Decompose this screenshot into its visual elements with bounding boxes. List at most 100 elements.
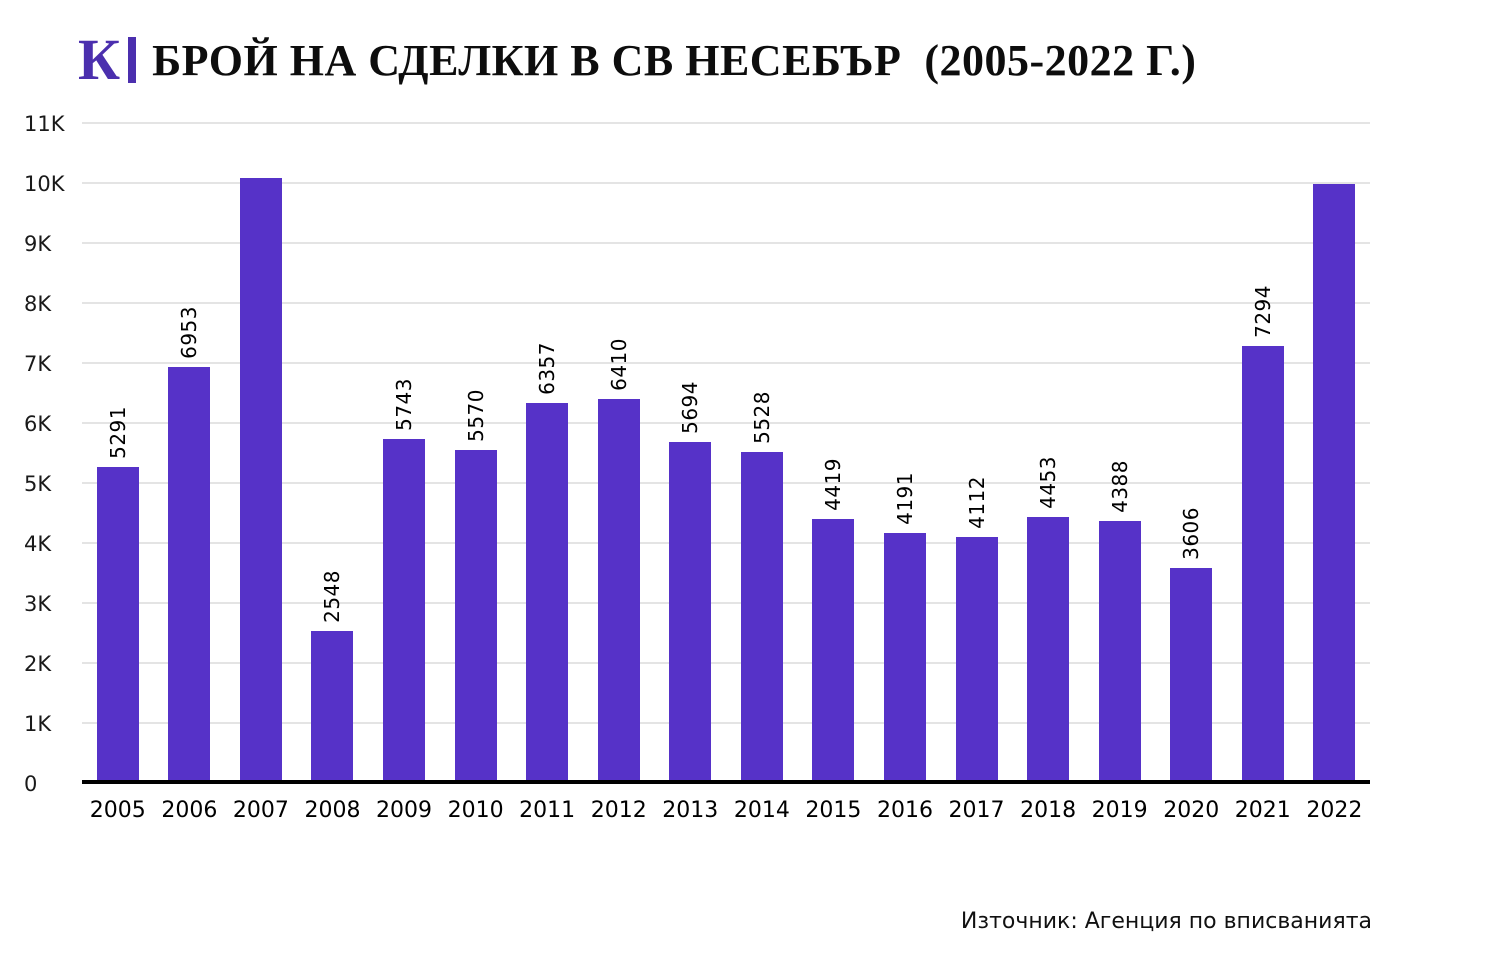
bar-value-label: 2548 xyxy=(320,570,345,623)
bar-value-label: 6953 xyxy=(177,306,202,359)
grid-line xyxy=(82,182,1370,184)
x-axis-label: 2018 xyxy=(1020,798,1077,823)
x-axis-label: 2007 xyxy=(232,798,289,823)
x-axis-label: 2015 xyxy=(805,798,862,823)
bar xyxy=(311,631,354,784)
grid-line xyxy=(82,122,1370,124)
header: К БРОЙ НА СДЕЛКИ В СВ НЕСЕБЪР (2005-2022… xyxy=(0,0,1500,96)
bar-value-label: 3606 xyxy=(1179,507,1204,560)
y-tick-label: 11K xyxy=(24,112,65,136)
x-axis-label: 2016 xyxy=(876,798,933,823)
logo-divider-bar xyxy=(128,37,137,83)
bar-value-label: 6410 xyxy=(606,338,631,391)
x-axis-label: 2005 xyxy=(89,798,146,823)
bar-value-label: 4388 xyxy=(1107,460,1132,513)
y-tick-label: 3K xyxy=(24,592,52,616)
bar xyxy=(1170,568,1213,784)
y-tick-label: 10K xyxy=(24,172,65,196)
bar-column: 5528 xyxy=(726,124,798,784)
x-axis-label: 2013 xyxy=(662,798,719,823)
bar xyxy=(526,403,569,784)
y-tick-label: 7K xyxy=(24,352,52,376)
y-tick-label: 9K xyxy=(24,232,52,256)
grid-line xyxy=(82,302,1370,304)
plot-area: 5291 6953 2548 5743 5570 6357 6410 5694 5528 4419… xyxy=(82,122,1370,784)
bar-value-label: 4419 xyxy=(821,458,846,511)
y-tick-label: 2K xyxy=(24,652,52,676)
y-tick-label: 4K xyxy=(24,532,52,556)
grid-line xyxy=(82,242,1370,244)
bar-value-label: 5528 xyxy=(749,391,774,444)
bar xyxy=(740,452,783,784)
y-tick-label: 1K xyxy=(24,712,52,736)
bar-column: 4419 xyxy=(798,124,870,784)
bar-value-label: 6357 xyxy=(535,342,560,395)
y-tick-label: 5K xyxy=(24,472,52,496)
bar xyxy=(1098,521,1141,784)
x-axis-label: 2020 xyxy=(1163,798,1220,823)
bar-value-label: 4191 xyxy=(892,472,917,525)
source-note: Източник: Агенция по вписванията xyxy=(960,909,1372,934)
x-axis-label: 2021 xyxy=(1234,798,1291,823)
bar-value-label: 5694 xyxy=(678,381,703,434)
bar xyxy=(1027,517,1070,784)
bar xyxy=(597,399,640,784)
grid-line xyxy=(82,422,1370,424)
brand-logo: К xyxy=(78,27,121,92)
bar xyxy=(168,367,211,784)
x-axis-label: 2014 xyxy=(733,798,790,823)
bar xyxy=(812,519,855,784)
bar-column: 5570 xyxy=(440,124,512,784)
y-tick-label: 0 xyxy=(24,772,38,796)
grid-line xyxy=(82,662,1370,664)
bar-column: 5694 xyxy=(655,124,727,784)
x-axis-label: 2006 xyxy=(161,798,218,823)
x-axis-label: 2011 xyxy=(519,798,576,823)
bar xyxy=(454,450,497,784)
bar-column: 4191 xyxy=(869,124,941,784)
bar-column: 6410 xyxy=(583,124,655,784)
grid-line xyxy=(82,602,1370,604)
bar-value-label: 7294 xyxy=(1250,285,1275,338)
grid-line xyxy=(82,542,1370,544)
grid-line xyxy=(82,482,1370,484)
x-axis-line xyxy=(82,780,1370,784)
x-axis-label: 2019 xyxy=(1091,798,1148,823)
grid-line xyxy=(82,362,1370,364)
y-tick-label: 6K xyxy=(24,412,52,436)
bar-column: 3606 xyxy=(1155,124,1227,784)
bar-value-label: 4453 xyxy=(1036,456,1061,509)
bar xyxy=(96,467,139,784)
bar xyxy=(669,442,712,784)
bar xyxy=(383,439,426,784)
bars-layer: 5291 6953 2548 5743 5570 6357 6410 5694 5528 4419… xyxy=(82,124,1370,784)
plot-wrap: 0 1K 2K 3K 4K 5K 6K 7K 8K 9K 10K 11K 5291 6953 2548 57… xyxy=(20,112,1370,796)
bar-column: 4388 xyxy=(1084,124,1156,784)
bar-chart: 0 1K 2K 3K 4K 5K 6K 7K 8K 9K 10K 11K 5291 6953 2548 57… xyxy=(20,112,1370,823)
y-tick-label: 8K xyxy=(24,292,52,316)
bar-value-label: 5570 xyxy=(463,389,488,442)
grid-line xyxy=(82,722,1370,724)
page-title: БРОЙ НА СДЕЛКИ В СВ НЕСЕБЪР (2005-2022 Г… xyxy=(152,35,1197,85)
bar-value-label: 5291 xyxy=(105,406,130,459)
y-axis: 0 1K 2K 3K 4K 5K 6K 7K 8K 9K 10K 11K xyxy=(20,112,82,796)
bar-column xyxy=(1299,124,1371,784)
bar-column: 5743 xyxy=(368,124,440,784)
bar xyxy=(1241,346,1284,784)
x-axis-label: 2010 xyxy=(447,798,504,823)
source-row: Източник: Агенция по вписванията xyxy=(961,909,1372,934)
x-axis-label: 2012 xyxy=(590,798,647,823)
bar-column: 6357 xyxy=(511,124,583,784)
x-axis-label: 2022 xyxy=(1306,798,1363,823)
bar-column: 4453 xyxy=(1012,124,1084,784)
bar-column xyxy=(225,124,297,784)
x-axis-label: 2017 xyxy=(948,798,1005,823)
bar xyxy=(1313,184,1356,784)
bar-column: 6953 xyxy=(154,124,226,784)
x-axis-label: 2008 xyxy=(304,798,361,823)
bar-value-label: 4112 xyxy=(964,476,989,529)
x-axis: 2005 2006 2007 2008 2009 2010 2011 2012 2013 2014… xyxy=(82,784,1370,823)
bar xyxy=(955,537,998,784)
bar-column: 7294 xyxy=(1227,124,1299,784)
